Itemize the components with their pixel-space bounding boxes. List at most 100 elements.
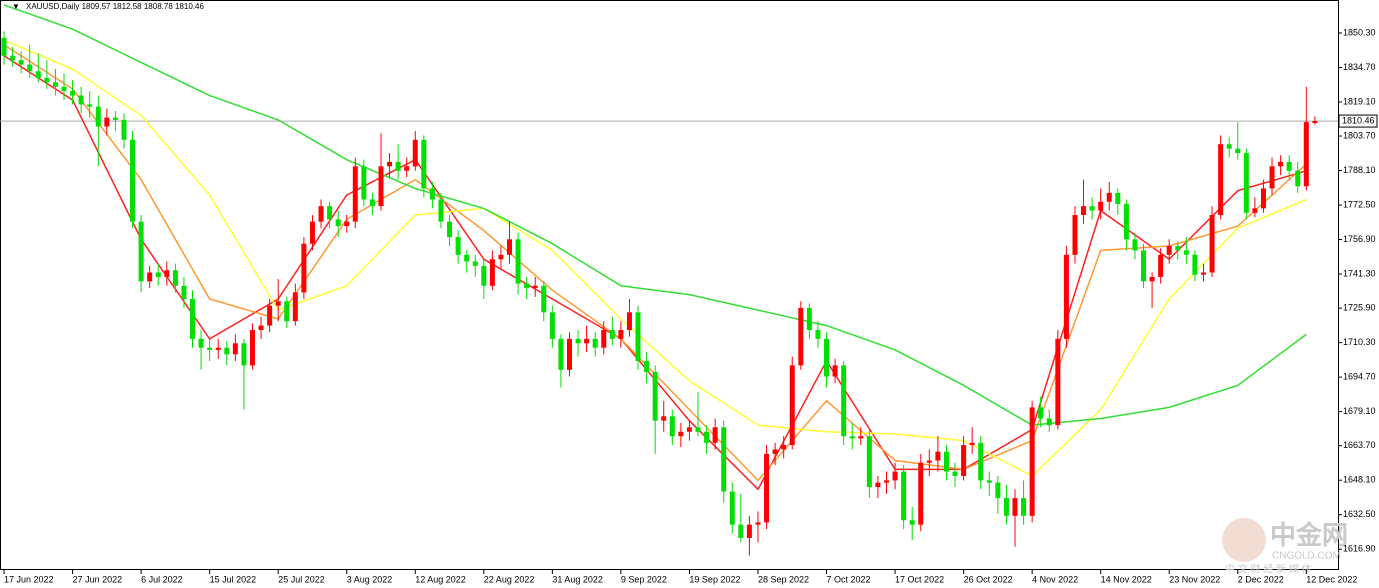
current-price-tag (1338, 114, 1378, 128)
candle-body (249, 330, 255, 366)
y-tick-label: 1803.70 (1343, 130, 1376, 140)
y-tick-label: 1772.50 (1343, 199, 1376, 209)
candle-body (429, 188, 435, 200)
candle-body (267, 305, 273, 326)
candle-body (284, 301, 290, 322)
candle-body (1038, 407, 1044, 419)
candle-body (412, 139, 418, 167)
candle-body (1312, 121, 1318, 124)
candle-body (909, 520, 915, 525)
x-tick-label: 15 Jul 2022 (210, 574, 257, 584)
y-tick-label: 1632.50 (1343, 509, 1376, 519)
candle-body (404, 166, 410, 171)
candle-body (498, 254, 504, 260)
candle-body (935, 451, 941, 461)
candle-body (669, 416, 675, 437)
candle-body (618, 330, 624, 339)
candle-body (772, 449, 778, 454)
candle-body (1295, 170, 1301, 187)
candle-body (438, 199, 444, 222)
candle-body (1192, 254, 1198, 275)
candle-body (130, 139, 136, 222)
candle-body (566, 338, 572, 370)
current-price-label: 1810.46 (1342, 115, 1375, 125)
candle-body (481, 265, 487, 286)
candle-body (232, 343, 238, 355)
x-tick-label: 17 Jun 2022 (4, 574, 54, 584)
x-tick-label: 9 Sep 2022 (621, 574, 667, 584)
candle-body (575, 338, 581, 344)
x-tick-label: 12 Dec 2022 (1306, 574, 1357, 584)
candle-body (455, 237, 461, 255)
x-tick-label: 23 Nov 2022 (1169, 574, 1220, 584)
candle-body (712, 427, 718, 443)
candle-body (943, 451, 949, 472)
candle-body (609, 330, 615, 339)
candle-body (1158, 254, 1164, 277)
candle-body (764, 453, 770, 523)
candle-body (541, 285, 547, 313)
x-tick-label: 7 Oct 2022 (827, 574, 871, 584)
candle-body (301, 243, 307, 293)
candle-body (961, 445, 967, 476)
x-tick-label: 28 Sep 2022 (758, 574, 809, 584)
candle-body (1003, 498, 1009, 516)
candle-body (1209, 214, 1215, 273)
candle-body (695, 427, 701, 432)
candle-body (626, 312, 632, 331)
candle-body (275, 301, 281, 306)
candle-body (121, 119, 127, 140)
candle-body (635, 312, 641, 361)
plot-area (0, 4, 1338, 556)
candle-body (601, 330, 607, 348)
candle-body (1218, 144, 1224, 215)
candle-body (532, 285, 538, 288)
candle-body (1081, 206, 1087, 215)
candle-body (875, 482, 881, 488)
candle-body (986, 480, 992, 483)
candle-body (335, 219, 341, 227)
candle-body (215, 347, 221, 350)
candle-body (652, 372, 658, 421)
y-tick-label: 1710.30 (1343, 337, 1376, 347)
candle-body (926, 460, 932, 463)
candle-body (1149, 276, 1155, 282)
chart-title: XAUUSD,Daily 1809.57 1812.58 1808.78 181… (26, 2, 204, 11)
moving-average (3, 39, 1307, 477)
y-tick-label: 1679.10 (1343, 406, 1376, 416)
candle-body (1115, 192, 1121, 204)
candle-body (1106, 192, 1112, 202)
candle-body (995, 482, 1001, 499)
candle-body (1166, 245, 1172, 255)
candle-body (824, 338, 830, 377)
candle-body (798, 307, 804, 366)
candle-body (472, 261, 478, 266)
candle-body (661, 416, 667, 421)
candle-body (198, 338, 204, 348)
candle-body (1200, 272, 1206, 275)
candle-body (515, 239, 521, 284)
x-tick-label: 3 Aug 2022 (347, 574, 393, 584)
candle-body (172, 270, 178, 286)
candle-body (327, 206, 333, 220)
candle-body (729, 491, 735, 525)
candle-body (952, 471, 958, 476)
candle-body (138, 221, 144, 282)
candle-body (1012, 498, 1018, 516)
candle-body (207, 347, 213, 350)
candle-body (789, 365, 795, 446)
candle-body (190, 299, 196, 339)
candle-body (1098, 201, 1104, 211)
candle-body (18, 60, 24, 65)
candle-body (387, 161, 393, 167)
x-tick-label: 27 Jun 2022 (73, 574, 123, 584)
candle-body (841, 365, 847, 437)
watermark-logo-text: 中金网 (1270, 520, 1348, 550)
candle-body (1286, 161, 1292, 171)
candle-body (147, 272, 153, 282)
watermark-logo (1222, 518, 1266, 562)
candle-body (87, 104, 93, 107)
candle-body (361, 166, 367, 200)
candle-body (352, 166, 358, 222)
